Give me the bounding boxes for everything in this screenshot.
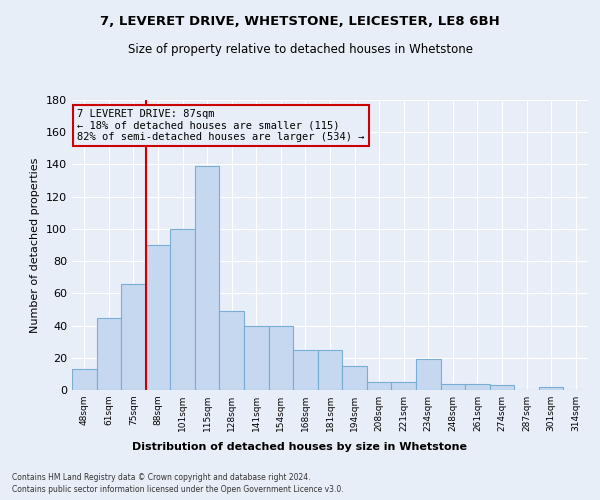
Bar — [342, 366, 367, 390]
Bar — [416, 360, 440, 390]
Bar — [244, 326, 269, 390]
Bar — [391, 382, 416, 390]
Bar — [170, 229, 195, 390]
Bar — [220, 311, 244, 390]
Text: 7, LEVERET DRIVE, WHETSTONE, LEICESTER, LE8 6BH: 7, LEVERET DRIVE, WHETSTONE, LEICESTER, … — [100, 15, 500, 28]
Text: Contains HM Land Registry data © Crown copyright and database right 2024.: Contains HM Land Registry data © Crown c… — [12, 472, 311, 482]
Bar — [269, 326, 293, 390]
Bar — [293, 350, 318, 390]
Y-axis label: Number of detached properties: Number of detached properties — [31, 158, 40, 332]
Bar — [490, 385, 514, 390]
Text: Size of property relative to detached houses in Whetstone: Size of property relative to detached ho… — [128, 42, 473, 56]
Bar — [465, 384, 490, 390]
Bar — [97, 318, 121, 390]
Bar — [367, 382, 391, 390]
Bar — [146, 245, 170, 390]
Bar — [121, 284, 146, 390]
Text: Contains public sector information licensed under the Open Government Licence v3: Contains public sector information licen… — [12, 485, 344, 494]
Text: 7 LEVERET DRIVE: 87sqm
← 18% of detached houses are smaller (115)
82% of semi-de: 7 LEVERET DRIVE: 87sqm ← 18% of detached… — [77, 108, 365, 142]
Bar — [318, 350, 342, 390]
Text: Distribution of detached houses by size in Whetstone: Distribution of detached houses by size … — [133, 442, 467, 452]
Bar — [539, 387, 563, 390]
Bar — [72, 369, 97, 390]
Bar — [440, 384, 465, 390]
Bar — [195, 166, 220, 390]
